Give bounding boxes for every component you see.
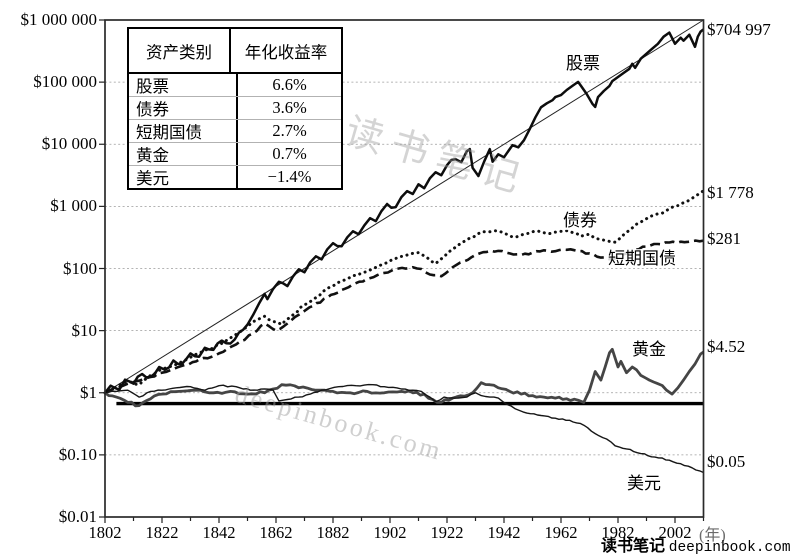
x-axis-label: 1922 bbox=[430, 523, 464, 542]
y-axis-label: $0.10 bbox=[58, 444, 97, 464]
table-row: 短期国债 2.7% bbox=[129, 119, 341, 142]
series-label-stocks: 股票 bbox=[564, 54, 602, 73]
table-cell: 美元 bbox=[129, 166, 238, 188]
series-label-bonds: 债券 bbox=[561, 211, 599, 230]
end-value-stocks: $704 997 bbox=[707, 20, 771, 39]
credit-en: deepinbook.com bbox=[668, 540, 791, 556]
y-axis-label: $10 bbox=[71, 320, 98, 340]
x-axis-unit-label: (年) bbox=[699, 527, 726, 544]
table-cell: 6.6% bbox=[272, 75, 307, 94]
x-axis-label: 1982 bbox=[601, 523, 635, 542]
x-axis-label: 1822 bbox=[145, 523, 179, 542]
x-axis-label: 1942 bbox=[487, 523, 521, 542]
table-row: 黄金 0.7% bbox=[129, 142, 341, 165]
x-axis-label: 1862 bbox=[259, 523, 293, 542]
table-cell: 0.7% bbox=[272, 144, 307, 163]
table-row: 股票 6.6% bbox=[129, 74, 341, 96]
table-cell: 股票 bbox=[129, 74, 238, 96]
y-axis-label: $0.01 bbox=[58, 507, 97, 526]
table-cell: −1.4% bbox=[267, 167, 312, 186]
y-axis-label: $100 bbox=[63, 258, 97, 278]
table-row: 债券 3.6% bbox=[129, 96, 341, 119]
x-axis-label: 2002 bbox=[658, 523, 692, 542]
x-axis-label: 1962 bbox=[544, 523, 578, 542]
table-cell: 3.6% bbox=[272, 98, 307, 117]
series-gold bbox=[104, 347, 705, 408]
x-axis-label: 1902 bbox=[373, 523, 407, 542]
table-header-cell: 年化收益率 bbox=[244, 42, 328, 62]
x-axis-label: 1882 bbox=[316, 523, 350, 542]
series-bonds bbox=[103, 189, 705, 395]
x-axis-label: 1802 bbox=[88, 523, 122, 542]
series-label-dollar: 美元 bbox=[625, 474, 663, 493]
credit-line: 读书笔记 deepinbook.com bbox=[601, 532, 791, 556]
series-stocks bbox=[104, 28, 705, 394]
series-dollar bbox=[104, 383, 704, 474]
series-label-gold: 黄金 bbox=[630, 340, 668, 359]
y-axis-label: $1 bbox=[80, 382, 97, 402]
series-label-bills: 短期国债 bbox=[606, 249, 678, 268]
y-axis-label: $1 000 000 bbox=[20, 10, 98, 29]
y-axis-label: $10 000 bbox=[41, 134, 97, 154]
y-axis-label: $1 000 bbox=[50, 196, 97, 216]
table-cell: 债券 bbox=[129, 97, 238, 119]
legend-table: 资产类别 年化收益率 股票 6.6% 债券 3.6% 短期国债 2.7% 黄金 0.7% 美元 −1.… bbox=[127, 27, 343, 190]
series-trend-line bbox=[104, 19, 704, 394]
table-cell: 短期国债 bbox=[129, 120, 238, 142]
end-value-dollar: $0.05 bbox=[707, 452, 746, 471]
end-value-bills: $281 bbox=[707, 229, 741, 248]
table-row: 美元 −1.4% bbox=[129, 165, 341, 188]
end-value-gold: $4.52 bbox=[707, 337, 746, 356]
table-cell: 黄金 bbox=[129, 143, 238, 165]
table-cell: 2.7% bbox=[272, 121, 307, 140]
series-bills bbox=[104, 239, 704, 395]
table-header-cell: 资产类别 bbox=[129, 29, 231, 72]
end-value-bonds: $1 778 bbox=[707, 183, 754, 202]
plot-frame bbox=[104, 19, 705, 518]
credit-cn: 读书笔记 bbox=[601, 538, 666, 555]
y-axis-label: $100 000 bbox=[33, 72, 97, 92]
table-header-row: 资产类别 年化收益率 bbox=[129, 29, 341, 74]
x-axis-label: 1842 bbox=[202, 523, 236, 542]
